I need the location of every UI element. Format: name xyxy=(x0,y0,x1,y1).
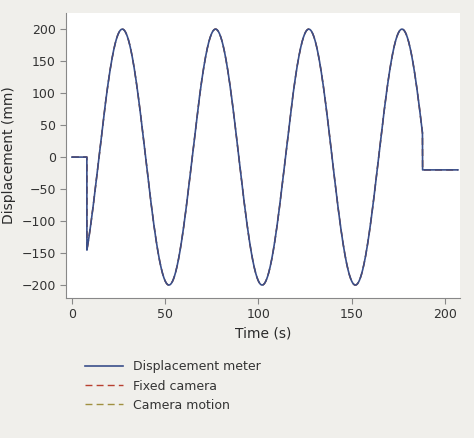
Y-axis label: Displacement (mm): Displacement (mm) xyxy=(2,87,16,224)
Legend: Displacement meter, Fixed camera, Camera motion: Displacement meter, Fixed camera, Camera… xyxy=(81,355,266,417)
X-axis label: Time (s): Time (s) xyxy=(235,327,291,341)
